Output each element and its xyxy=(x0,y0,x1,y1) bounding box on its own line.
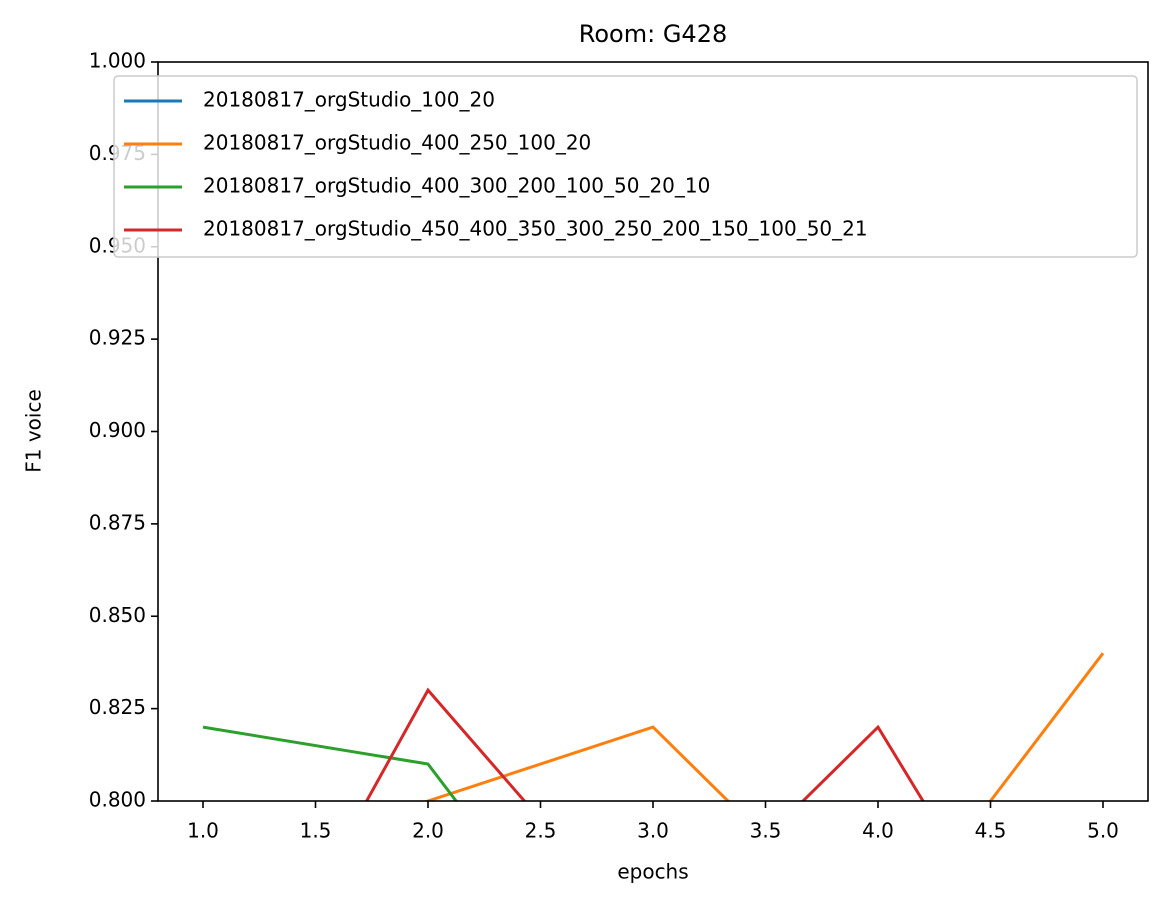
x-tick-label: 1.0 xyxy=(187,819,219,843)
axes-frame xyxy=(157,61,1149,802)
x-tick-label: 2.0 xyxy=(412,819,444,843)
legend-label: 20180817_orgStudio_450_400_350_300_250_2… xyxy=(203,217,868,241)
x-tick-label: 2.5 xyxy=(525,819,557,843)
x-axis-label: epochs xyxy=(617,860,688,884)
x-tick-label: 3.0 xyxy=(637,819,669,843)
x-tick-label: 1.5 xyxy=(300,819,332,843)
data-line xyxy=(423,652,1105,801)
y-tick-label: 0.800 xyxy=(89,788,146,812)
chart-title: Room: G428 xyxy=(579,20,727,48)
y-axis-label: F1 voice xyxy=(22,389,46,473)
legend-label: 20180817_orgStudio_400_250_100_20 xyxy=(203,131,591,155)
y-tick-label: 0.900 xyxy=(89,418,146,442)
legend-label: 20180817_orgStudio_400_300_200_100_50_20… xyxy=(203,174,710,198)
x-tick-label: 4.5 xyxy=(975,819,1007,843)
legend-label: 20180817_orgStudio_100_20 xyxy=(203,88,495,112)
y-tick-label: 0.875 xyxy=(89,510,146,534)
x-tick-label: 5.0 xyxy=(1087,819,1119,843)
legend-box xyxy=(113,75,1138,258)
y-tick-label: 0.925 xyxy=(89,326,146,350)
data-line xyxy=(202,725,459,801)
y-tick-label: 1.000 xyxy=(89,49,146,73)
x-tick-label: 4.0 xyxy=(862,819,894,843)
y-tick-label: 0.825 xyxy=(89,695,146,719)
y-tick-label: 0.850 xyxy=(89,603,146,627)
plot-lines xyxy=(202,652,1105,801)
x-tick-label: 3.5 xyxy=(750,819,782,843)
